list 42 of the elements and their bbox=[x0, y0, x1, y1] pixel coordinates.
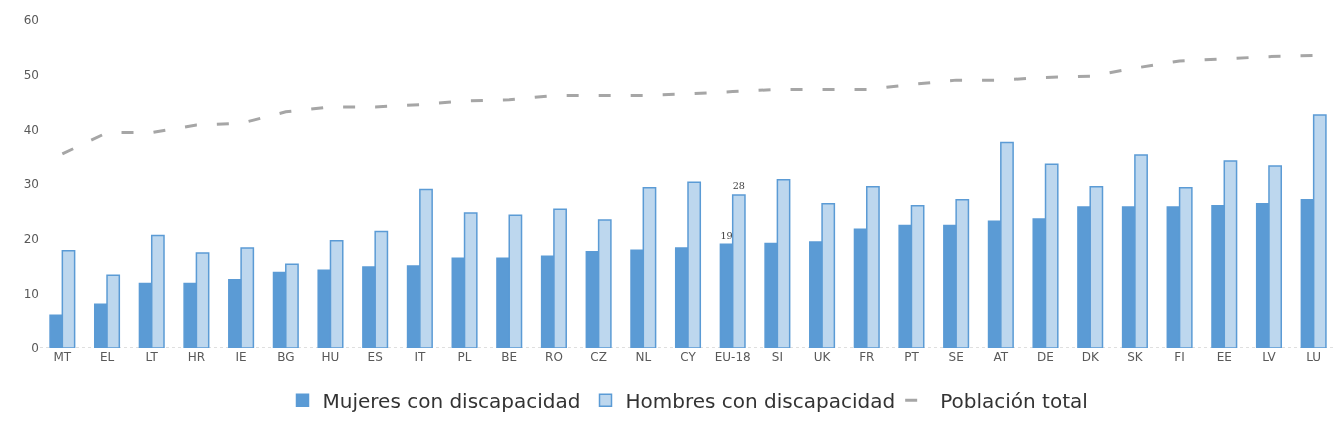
x-tick-label: PT bbox=[904, 350, 920, 364]
y-tick-label: 50 bbox=[23, 67, 39, 82]
y-tick-label: 30 bbox=[23, 177, 39, 192]
x-tick-label: LU bbox=[1306, 350, 1322, 364]
y-tick-label: 20 bbox=[23, 231, 39, 246]
x-tick-label: EL bbox=[99, 350, 115, 364]
x-tick-label: LV bbox=[1262, 350, 1277, 364]
x-tick-label: ES bbox=[367, 350, 383, 364]
x-tick-label: DK bbox=[1081, 350, 1100, 364]
x-tick-label: BG bbox=[277, 350, 295, 364]
x-tick-label: FR bbox=[859, 350, 875, 364]
x-tick-label: EU-18 bbox=[714, 350, 751, 364]
line-series bbox=[60, 54, 1316, 156]
x-tick-label: SE bbox=[948, 350, 964, 364]
legend-label: Hombres con discapacidad bbox=[625, 389, 896, 414]
x-tick-label: RO bbox=[545, 350, 563, 364]
x-tick-label: EE bbox=[1216, 350, 1232, 364]
x-tick-label: AT bbox=[993, 350, 1009, 364]
x-tick-label: UK bbox=[813, 350, 832, 364]
x-tick-label: LT bbox=[145, 350, 159, 364]
legend-label: Población total bbox=[940, 389, 1088, 414]
x-tick-label: PL bbox=[457, 350, 472, 364]
x-tick-label: FI bbox=[1174, 350, 1185, 364]
legend-label: Mujeres con discapacidad bbox=[322, 389, 581, 414]
data-label: 19 bbox=[720, 229, 733, 241]
x-tick-label: NL bbox=[635, 350, 652, 364]
data-label: 28 bbox=[732, 180, 745, 192]
x-tick-label: DE bbox=[1037, 350, 1054, 364]
x-tick-label: CZ bbox=[590, 350, 607, 364]
x-tick-label: IT bbox=[414, 350, 426, 364]
y-tick-label: 10 bbox=[23, 286, 39, 301]
x-tick-label: IE bbox=[235, 350, 247, 364]
x-tick-label: SK bbox=[1127, 350, 1144, 364]
x-tick-label: BE bbox=[501, 350, 518, 364]
x-tick-label: HU bbox=[321, 350, 340, 364]
y-tick-label: 0 bbox=[31, 341, 39, 356]
x-tick-label: HR bbox=[187, 350, 206, 364]
x-tick-label: SI bbox=[771, 350, 783, 364]
x-tick-label: CY bbox=[680, 350, 697, 364]
y-tick-label: 40 bbox=[23, 122, 39, 137]
y-tick-label: 60 bbox=[23, 13, 39, 28]
x-tick-label: MT bbox=[53, 350, 72, 364]
